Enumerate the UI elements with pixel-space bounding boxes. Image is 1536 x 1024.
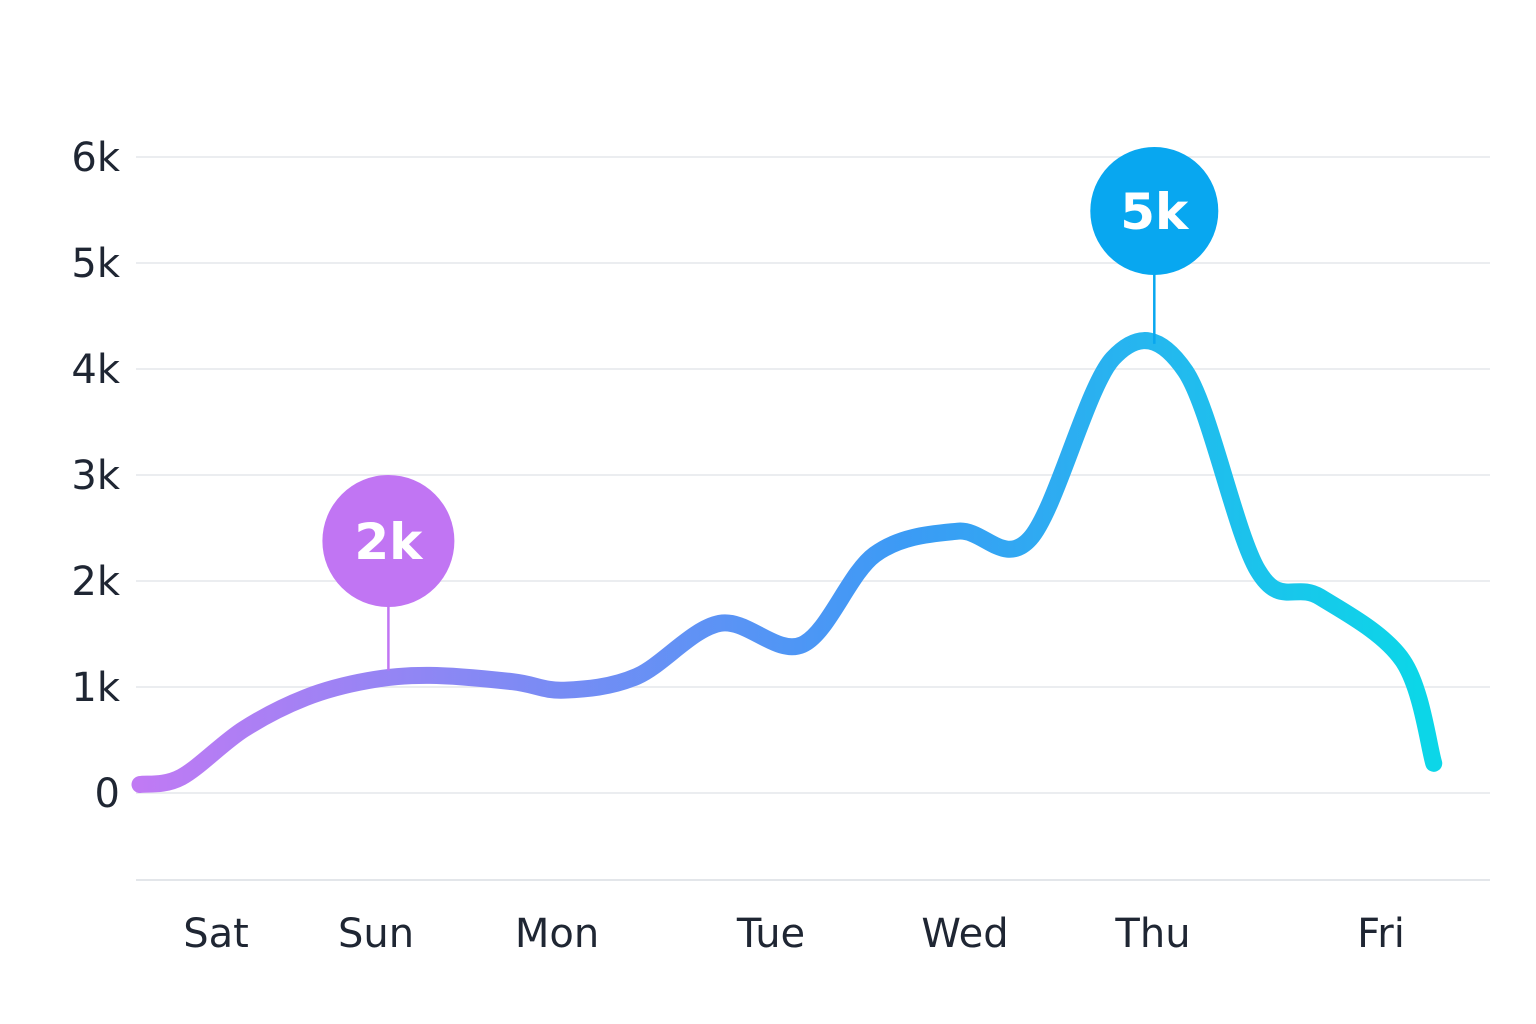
y-tick-label: 1k xyxy=(71,665,120,711)
x-tick-label: Fri xyxy=(1357,911,1405,957)
x-tick-label: Thu xyxy=(1114,911,1190,957)
annotation-callout: 2k xyxy=(322,475,455,671)
y-tick-label: 6k xyxy=(71,135,120,181)
y-tick-label: 2k xyxy=(71,559,120,605)
y-tick-label: 3k xyxy=(71,453,120,499)
series-line xyxy=(131,332,1443,794)
x-tick-label: Wed xyxy=(921,911,1008,957)
annotation-label: 5k xyxy=(1120,183,1190,241)
annotation-label: 2k xyxy=(354,513,424,571)
series-layer xyxy=(131,332,1443,794)
x-tick-label: Sat xyxy=(183,911,249,957)
y-tick-label: 5k xyxy=(71,241,120,287)
y-axis-ticks: 0 1k 2k 3k 4k 5k 6k xyxy=(71,135,120,817)
annotation-layer: 2k 5k xyxy=(322,147,1219,671)
x-axis-ticks: Sat Sun Mon Tue Wed Thu Fri xyxy=(183,911,1405,957)
x-tick-label: Sun xyxy=(338,911,414,957)
y-tick-label: 0 xyxy=(95,771,120,817)
y-tick-label: 4k xyxy=(71,347,120,393)
x-tick-label: Tue xyxy=(736,911,805,957)
annotation-callout: 5k xyxy=(1090,147,1219,344)
annotation-bubble xyxy=(322,475,455,607)
x-tick-label: Mon xyxy=(515,911,599,957)
annotation-bubble xyxy=(1090,147,1219,275)
